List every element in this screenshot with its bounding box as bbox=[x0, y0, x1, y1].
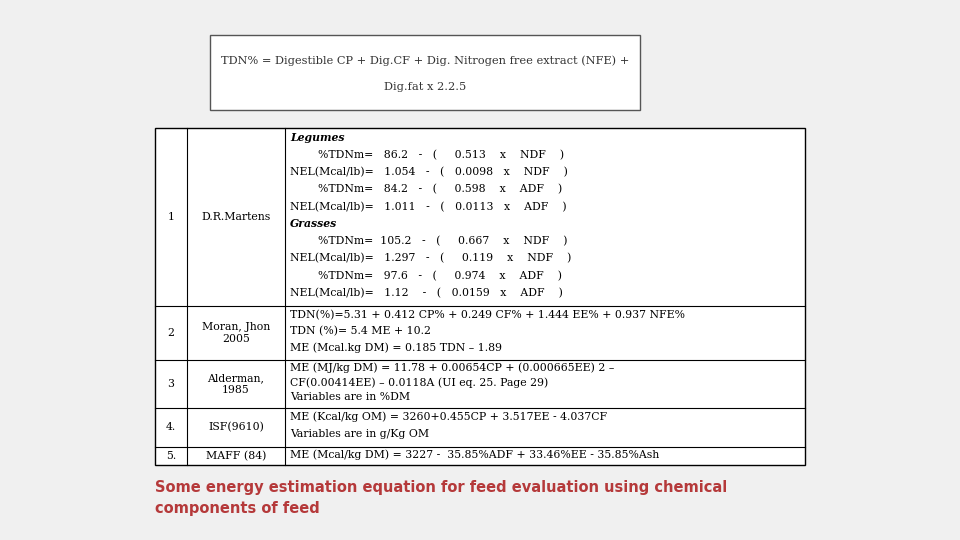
Text: 3: 3 bbox=[167, 379, 175, 389]
Text: ME (Kcal/kg OM) = 3260+0.455CP + 3.517EE - 4.037CF: ME (Kcal/kg OM) = 3260+0.455CP + 3.517EE… bbox=[290, 412, 607, 422]
Text: D.R.Martens: D.R.Martens bbox=[202, 212, 271, 222]
Text: ME (Mcal.kg DM) = 0.185 TDN – 1.89: ME (Mcal.kg DM) = 0.185 TDN – 1.89 bbox=[290, 342, 502, 353]
Text: 1: 1 bbox=[167, 212, 175, 222]
Text: 4.: 4. bbox=[166, 422, 176, 433]
Text: ME (Mcal/kg DM) = 3227 -  35.85%ADF + 33.46%EE - 35.85%Ash: ME (Mcal/kg DM) = 3227 - 35.85%ADF + 33.… bbox=[290, 449, 660, 460]
Text: TDN(%)=5.31 + 0.412 CP% + 0.249 CF% + 1.444 EE% + 0.937 NFE%: TDN(%)=5.31 + 0.412 CP% + 0.249 CF% + 1.… bbox=[290, 310, 685, 320]
Text: NEL(Mcal/lb)=   1.054   -   (   0.0098   x    NDF    ): NEL(Mcal/lb)= 1.054 - ( 0.0098 x NDF ) bbox=[290, 167, 568, 177]
Text: Alderman,
1985: Alderman, 1985 bbox=[207, 373, 265, 395]
Text: NEL(Mcal/lb)=   1.12    -   (   0.0159   x    ADF    ): NEL(Mcal/lb)= 1.12 - ( 0.0159 x ADF ) bbox=[290, 288, 563, 298]
Text: Moran, Jhon
2005: Moran, Jhon 2005 bbox=[202, 322, 270, 344]
Text: %TDNm=  105.2   -   (     0.667    x    NDF    ): %TDNm= 105.2 - ( 0.667 x NDF ) bbox=[290, 236, 567, 246]
Text: MAFF (84): MAFF (84) bbox=[205, 451, 266, 461]
Text: Variables are in g/Kg OM: Variables are in g/Kg OM bbox=[290, 429, 429, 439]
Text: NEL(Mcal/lb)=   1.297   -   (     0.119    x    NDF    ): NEL(Mcal/lb)= 1.297 - ( 0.119 x NDF ) bbox=[290, 253, 571, 264]
Text: ME (MJ/kg DM) = 11.78 + 0.00654CP + (0.000665EE) 2 –: ME (MJ/kg DM) = 11.78 + 0.00654CP + (0.0… bbox=[290, 362, 614, 373]
Text: Dig.fat x 2.2.5: Dig.fat x 2.2.5 bbox=[384, 82, 467, 92]
Bar bbox=[210, 35, 640, 110]
Text: 2: 2 bbox=[167, 328, 175, 338]
Text: CF(0.00414EE) – 0.0118A (UI eq. 25. Page 29): CF(0.00414EE) – 0.0118A (UI eq. 25. Page… bbox=[290, 377, 548, 388]
Text: NEL(Mcal/lb)=   1.011   -   (   0.0113   x    ADF    ): NEL(Mcal/lb)= 1.011 - ( 0.0113 x ADF ) bbox=[290, 201, 566, 212]
Text: Grasses: Grasses bbox=[290, 218, 337, 230]
Text: Variables are in %DM: Variables are in %DM bbox=[290, 392, 410, 402]
Text: Some energy estimation equation for feed evaluation using chemical
components of: Some energy estimation equation for feed… bbox=[155, 480, 728, 516]
Text: TDN% = Digestible CP + Dig.CF + Dig. Nitrogen free extract (NFE) +: TDN% = Digestible CP + Dig.CF + Dig. Nit… bbox=[221, 56, 629, 66]
Bar bbox=[155, 128, 805, 465]
Text: %TDNm=   86.2   -   (     0.513    x    NDF    ): %TDNm= 86.2 - ( 0.513 x NDF ) bbox=[290, 150, 564, 160]
Text: ISF(9610): ISF(9610) bbox=[208, 422, 264, 433]
Bar bbox=[155, 128, 805, 465]
Text: 5.: 5. bbox=[166, 451, 176, 461]
Text: TDN (%)= 5.4 ME + 10.2: TDN (%)= 5.4 ME + 10.2 bbox=[290, 326, 431, 336]
Text: Legumes: Legumes bbox=[290, 132, 345, 143]
Text: %TDNm=   97.6   -   (     0.974    x    ADF    ): %TDNm= 97.6 - ( 0.974 x ADF ) bbox=[290, 271, 562, 281]
Text: %TDNm=   84.2   -   (     0.598    x    ADF    ): %TDNm= 84.2 - ( 0.598 x ADF ) bbox=[290, 184, 563, 194]
